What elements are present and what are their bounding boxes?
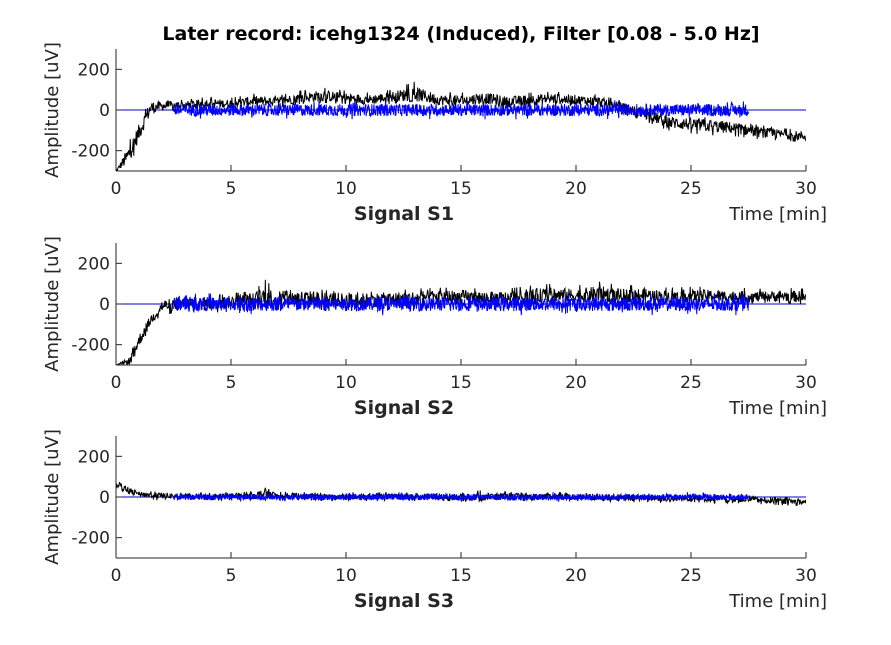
y-tick-label: -200	[71, 142, 110, 162]
y-tick-label: 200	[78, 447, 110, 467]
subplot-label: Signal S2	[354, 397, 454, 419]
y-tick-label: 0	[99, 295, 110, 315]
series-raw-signal	[116, 81, 806, 171]
series-filtered-signal	[173, 292, 749, 316]
y-tick-label: -200	[71, 529, 110, 549]
x-tick-label: 0	[111, 566, 122, 586]
y-tick-label: 0	[99, 488, 110, 508]
y-tick-label: 0	[99, 101, 110, 121]
x-tick-label: 25	[680, 179, 702, 199]
x-tick-label: 20	[565, 179, 587, 199]
x-tick-label: 10	[335, 179, 357, 199]
x-axis-label: Time [min]	[728, 398, 827, 419]
x-tick-label: 20	[565, 566, 587, 586]
x-tick-label: 30	[795, 566, 817, 586]
x-tick-label: 25	[680, 566, 702, 586]
x-tick-label: 5	[226, 179, 237, 199]
x-tick-label: 10	[335, 566, 357, 586]
subplot-label: Signal S1	[354, 203, 454, 225]
x-axis-label: Time [min]	[728, 204, 827, 225]
figure-title: Later record: icehg1324 (Induced), Filte…	[162, 23, 759, 45]
x-tick-label: 15	[450, 373, 472, 393]
x-tick-label: 30	[795, 373, 817, 393]
x-tick-label: 0	[111, 373, 122, 393]
y-tick-label: 200	[78, 60, 110, 80]
x-tick-label: 15	[450, 566, 472, 586]
y-tick-label: -200	[71, 336, 110, 356]
series-raw-signal	[116, 279, 806, 365]
series-filtered-signal	[173, 492, 749, 502]
x-tick-label: 5	[226, 373, 237, 393]
x-tick-label: 30	[795, 179, 817, 199]
x-tick-label: 25	[680, 373, 702, 393]
x-tick-label: 0	[111, 179, 122, 199]
y-tick-label: 200	[78, 254, 110, 274]
x-axis-label: Time [min]	[728, 591, 827, 612]
y-axis-label: Amplitude [uV]	[42, 429, 63, 565]
x-tick-label: 15	[450, 179, 472, 199]
y-axis-label: Amplitude [uV]	[42, 42, 63, 178]
x-tick-label: 5	[226, 566, 237, 586]
y-axis-label: Amplitude [uV]	[42, 236, 63, 372]
x-tick-label: 20	[565, 373, 587, 393]
subplot-label: Signal S3	[354, 590, 454, 612]
series-filtered-signal	[173, 100, 749, 120]
x-tick-label: 10	[335, 373, 357, 393]
